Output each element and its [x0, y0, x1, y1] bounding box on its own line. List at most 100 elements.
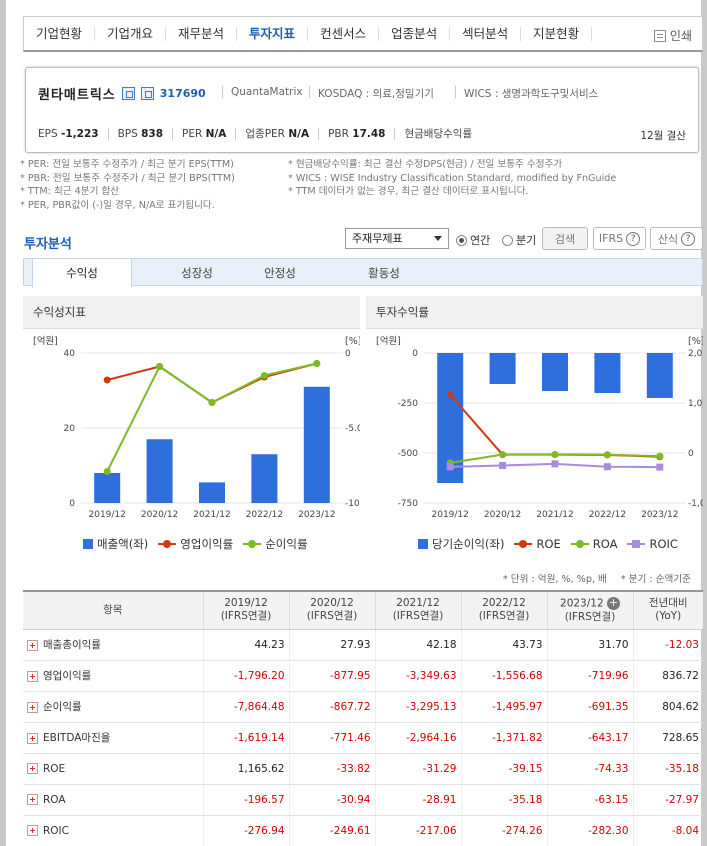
search-button[interactable]: 검색: [542, 227, 588, 250]
nav-investment-indicators[interactable]: 투자지표: [237, 26, 309, 41]
expand-icon[interactable]: [27, 639, 38, 651]
nav-company-status[interactable]: 기업현황: [24, 26, 96, 41]
investment-return-chart: [억원] [%] 0 -250 -500 -750 2,000 1,000 0 -1,000 201…: [376, 335, 703, 520]
legend-item[interactable]: 영업이익률: [158, 536, 233, 552]
statement-select[interactable]: 주재무제표: [345, 228, 449, 249]
table-row[interactable]: 영업이익률 -1,796.20 -877.95 -3,349.63 -1,556.68-…: [23, 660, 703, 692]
table-cell: -33.82: [289, 753, 376, 785]
expand-icon[interactable]: [27, 825, 38, 836]
header-year[interactable]: 2022/12 (IFRS연결): [461, 590, 548, 630]
y-tick-right: 0: [688, 449, 694, 459]
row-label[interactable]: ROA: [23, 784, 204, 816]
table-row[interactable]: 매출총이익률 44.23 27.93 42.18 43.73 31.70 -12.03: [23, 629, 703, 661]
nav-shareholding[interactable]: 지분현황: [521, 26, 593, 41]
table-cell: -3,349.63: [375, 660, 462, 692]
legend-label: 당기순이익(좌): [432, 537, 505, 551]
table-row[interactable]: EBITDA마진율 -1,619.14 -771.46 -2,964.16 -1,371…: [23, 722, 703, 754]
table-row[interactable]: ROA -196.57 -30.94 -28.91 -35.18 -63.15 -27.97: [23, 784, 703, 816]
nav-consensus[interactable]: 컨센서스: [308, 26, 380, 41]
row-label-text: 매출총이익률: [43, 639, 101, 651]
legend-swatch: [570, 539, 589, 549]
table-row[interactable]: ROE 1,165.62 -33.82 -31.29 -39.15 -74.33 -35.1…: [23, 753, 703, 785]
table-cell: -74.33: [547, 753, 634, 785]
expand-icon[interactable]: [27, 732, 38, 744]
legend-item[interactable]: ROE: [514, 537, 561, 551]
legend-label: 영업이익률: [180, 537, 234, 551]
row-label[interactable]: 순이익률: [23, 691, 204, 723]
header-year[interactable]: 2020/12 (IFRS연결): [289, 590, 376, 630]
add-column-icon[interactable]: +: [606, 596, 620, 610]
table-cell: -1,556.68: [461, 660, 548, 692]
legend-item[interactable]: 매출액(좌): [83, 536, 148, 552]
radio-quarter[interactable]: 분기: [502, 232, 536, 248]
bar: [594, 353, 621, 393]
radio-annual-dot[interactable]: [456, 234, 467, 246]
data-point: [551, 460, 559, 468]
metric-industry-per: 업종PER N/A: [236, 128, 320, 140]
row-label[interactable]: ROIC: [23, 815, 204, 846]
table-cell: -7,864.48: [203, 691, 290, 723]
company-building-icon[interactable]: [140, 87, 154, 100]
bar: [646, 353, 673, 398]
radio-annual[interactable]: 연간: [456, 232, 490, 248]
data-point: [656, 452, 664, 460]
table-row[interactable]: 순이익률 -7,864.48 -867.72 -3,295.13 -1,495.97 -6…: [23, 691, 703, 723]
print-button[interactable]: 인쇄: [653, 27, 692, 44]
note-line: * 현금배당수익률: 최근 결산 수정DPS(현금) / 전일 보통주 수정주가: [288, 159, 563, 170]
data-point: [499, 461, 507, 469]
print-icon: [653, 29, 666, 42]
table-cell: -867.72: [289, 691, 376, 723]
yoy-cell: -27.97: [633, 784, 703, 816]
tab-growth[interactable]: 성장성: [181, 266, 213, 280]
row-label[interactable]: EBITDA마진율: [23, 722, 204, 754]
table-header-row: 항목 2019/12 (IFRS연결) 2020/12 (IFRS연결) 2021/…: [23, 590, 703, 630]
formula-help-button[interactable]: 산식 ?: [650, 227, 703, 250]
table-cell: 43.73: [461, 629, 548, 661]
header-year[interactable]: 2019/12 (IFRS연결): [203, 590, 290, 630]
table-cell: -1,796.20: [203, 660, 290, 692]
table-cell: -3,295.13: [375, 691, 462, 723]
question-icon: ?: [626, 231, 641, 246]
yoy-cell: -35.18: [633, 753, 703, 785]
legend-swatch: [418, 539, 428, 549]
unit-note: * 단위 : 억원, %, %p, 배: [502, 574, 607, 585]
legend-item[interactable]: 순이익률: [243, 536, 308, 552]
header-year[interactable]: 2021/12 (IFRS연결): [375, 590, 462, 630]
legend-label: ROIC: [649, 537, 678, 551]
expand-icon[interactable]: [27, 701, 38, 713]
y-tick-left: 0: [412, 349, 418, 359]
legend-item[interactable]: ROIC: [627, 537, 678, 551]
legend-item[interactable]: ROA: [570, 537, 617, 551]
expand-icon[interactable]: [27, 670, 38, 682]
nav-company-overview[interactable]: 기업개요: [95, 26, 167, 41]
radio-quarter-dot[interactable]: [502, 234, 513, 246]
expand-icon[interactable]: [27, 763, 38, 774]
header-year[interactable]: 2023/12 + (IFRS연결): [547, 590, 634, 630]
company-english-name: QuantaMatrix: [231, 86, 303, 98]
table-row[interactable]: ROIC -276.94 -249.61 -217.06 -274.26 -282.30-…: [23, 815, 703, 846]
company-name: 퀀타매트릭스: [38, 88, 116, 103]
nav-sector-analysis[interactable]: 섹터분석: [450, 26, 522, 41]
data-point: [103, 376, 111, 384]
company-home-icon[interactable]: [121, 87, 135, 100]
tab-stability[interactable]: 안정성: [264, 266, 296, 280]
expand-icon[interactable]: [27, 794, 38, 805]
row-label[interactable]: ROE: [23, 753, 204, 785]
tab-activity[interactable]: 활동성: [368, 266, 400, 280]
notes-right: * 현금배당수익률: 최근 결산 수정DPS(현금) / 전일 보통주 수정주가…: [288, 158, 616, 199]
legend-item[interactable]: 당기순이익(좌): [418, 536, 504, 552]
ratio-table: 항목 2019/12 (IFRS연결) 2020/12 (IFRS연결) 2021/…: [23, 590, 703, 846]
ifrs-help-button[interactable]: IFRS ?: [593, 227, 646, 250]
table-cell: -63.15: [547, 784, 634, 816]
legend-label: 매출액(좌): [97, 537, 149, 551]
legend-swatch: [243, 539, 262, 549]
legend-swatch: [514, 539, 533, 549]
nav-financial-analysis[interactable]: 재무분석: [166, 26, 238, 41]
profitability-chart-panel: 수익성지표 [억원] [%] 40 20 0 0 -5.0 -10. 2019/12 2020/1…: [23, 296, 360, 558]
row-label[interactable]: 영업이익률: [23, 660, 204, 692]
row-label[interactable]: 매출총이익률: [23, 629, 204, 661]
tab-profitability[interactable]: 수익성: [32, 258, 132, 288]
bar: [251, 454, 278, 503]
y-tick-right: 0: [345, 349, 351, 359]
nav-industry-analysis[interactable]: 업종분석: [379, 26, 451, 41]
